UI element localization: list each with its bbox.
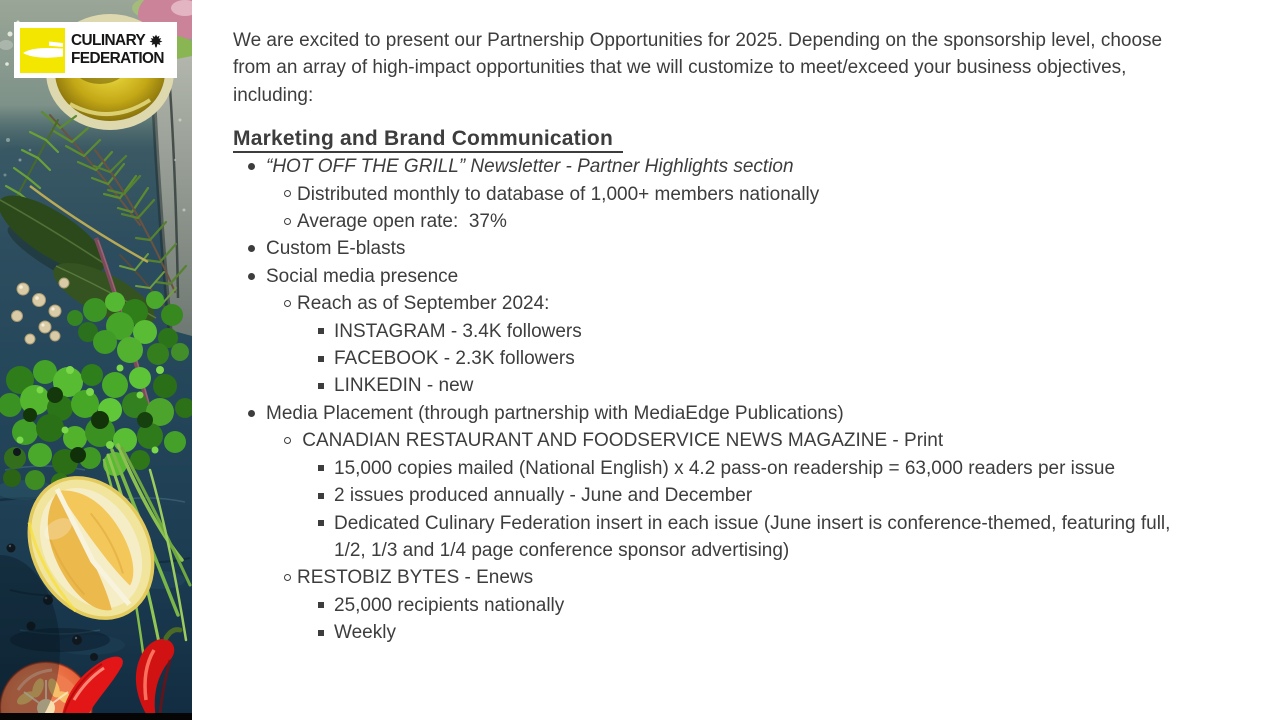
bullet-circle (284, 573, 291, 581)
culinary-federation-logo: CULINARY FEDERATION (14, 22, 177, 78)
list-item: LINKEDIN - new (318, 372, 1185, 399)
bullet-square (318, 328, 324, 335)
list-item: INSTAGRAM - 3.4K followers (318, 318, 1185, 345)
bullet-square (318, 629, 324, 636)
logo-line2: FEDERATION (71, 50, 165, 67)
list-item: CANADIAN RESTAURANT AND FOODSERVICE NEWS… (284, 427, 1185, 454)
logo-line1: CULINARY (71, 32, 146, 49)
bullet-list: “HOT OFF THE GRILL” Newsletter - Partner… (233, 153, 1185, 646)
bullet-circle (284, 217, 291, 225)
section-heading-text: Marketing and Brand Communication (233, 127, 623, 154)
food-photo-art (0, 0, 192, 720)
lemon-wedge (10, 476, 155, 652)
list-item: Reach as of September 2024: (284, 290, 1185, 317)
rosemary-sprigs (4, 110, 188, 319)
list-item: FACEBOOK - 2.3K followers (318, 345, 1185, 372)
chili-large (135, 627, 183, 720)
list-item: 15,000 copies mailed (National English) … (318, 455, 1185, 482)
bullet-disc (248, 163, 255, 171)
chili-small (62, 656, 123, 718)
bottom-black-bar (0, 713, 192, 720)
white-peppercorns (11, 277, 70, 345)
bullet-circle (284, 436, 291, 444)
maple-leaf-icon (149, 34, 163, 48)
list-item: Average open rate: 37% (284, 208, 1185, 235)
slide-content: We are excited to present our Partnershi… (233, 0, 1185, 647)
list-item: Media Placement (through partnership wit… (248, 400, 1185, 427)
bullet-square (318, 492, 324, 499)
list-item: Social media presence (248, 263, 1185, 290)
list-item: 25,000 recipients nationally (318, 592, 1185, 619)
list-item: Weekly (318, 619, 1185, 646)
corner-vignette (0, 555, 60, 720)
intro-paragraph: We are excited to present our Partnershi… (233, 30, 1163, 106)
list-item: “HOT OFF THE GRILL” Newsletter - Partner… (248, 153, 1185, 180)
bullet-circle (284, 299, 291, 307)
list-item: Dedicated Culinary Federation insert in … (318, 510, 1185, 565)
bullet-square (318, 465, 324, 472)
bullet-square (318, 602, 324, 609)
bullet-square (318, 355, 324, 362)
list-item: 2 issues produced annually - June and De… (318, 482, 1185, 509)
section-heading: Marketing and Brand Communication (233, 125, 1185, 154)
parsley (0, 291, 192, 491)
bullet-disc (248, 245, 255, 253)
logo-text: CULINARY FEDERATION (71, 32, 168, 68)
list-item: Custom E-blasts (248, 235, 1185, 262)
food-photo-strip: CULINARY FEDERATION (0, 0, 192, 720)
bullet-circle (284, 190, 291, 198)
bullet-disc (248, 272, 255, 280)
bullet-square (318, 382, 324, 389)
black-peppercorns (6, 448, 98, 661)
knife-icon (20, 27, 65, 73)
list-item: RESTOBIZ BYTES - Enews (284, 564, 1185, 591)
bullet-disc (248, 409, 255, 417)
bullet-square (318, 520, 324, 526)
list-item: Distributed monthly to database of 1,000… (284, 181, 1185, 208)
